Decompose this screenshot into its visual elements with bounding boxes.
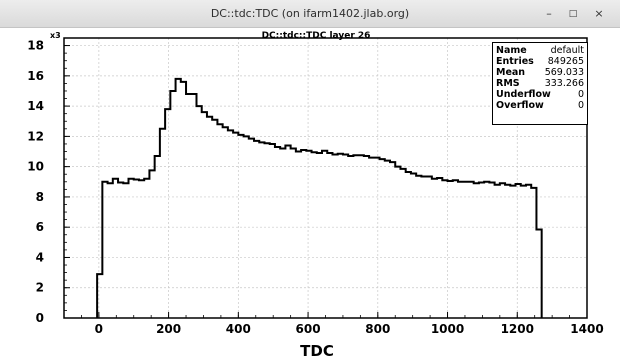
y-tick-label: 4 [36, 250, 44, 264]
x-tick-label: 400 [226, 322, 251, 336]
y-tick-label: 12 [27, 129, 44, 143]
x-tick-label: 800 [365, 322, 390, 336]
y-tick-label: 14 [27, 99, 44, 113]
x-tick-label: 1200 [501, 322, 534, 336]
stats-value: 569.033 [544, 67, 584, 78]
stats-row: Name default [496, 45, 584, 56]
x-tick-label: 600 [296, 322, 321, 336]
stats-value: default [550, 45, 584, 56]
y-tick-label: 0 [36, 311, 44, 325]
histogram-chart: DC::tdc::TDC layer 26 x3 0 200 400 600 800 10… [27, 31, 603, 358]
stats-row: Mean 569.033 [496, 67, 584, 78]
x-tick-label: 200 [156, 322, 181, 336]
stats-row: Entries 849265 [496, 56, 584, 67]
stats-label: RMS [496, 78, 520, 89]
stats-label: Entries [496, 56, 534, 67]
maximize-button[interactable]: □ [568, 9, 578, 19]
y-tick-label: 8 [36, 190, 44, 204]
y-tick-label: 10 [27, 160, 44, 174]
stats-label: Mean [496, 67, 526, 78]
y-tick-label: 16 [27, 69, 44, 83]
stats-label: Overflow [496, 100, 544, 111]
stats-value: 0 [577, 89, 584, 100]
window-titlebar[interactable]: DC::tdc:TDC (on ifarm1402.jlab.org) – □ … [0, 0, 620, 28]
y-tick-label: 2 [36, 281, 44, 295]
stats-label: Underflow [496, 89, 551, 100]
stats-label: Name [496, 45, 527, 56]
stats-row: RMS 333.266 [496, 78, 584, 89]
x-tick-label: 0 [95, 322, 103, 336]
plot-canvas[interactable]: DC::tdc::TDC layer 26 x3 0 200 400 600 800 10… [0, 28, 620, 358]
x-tick-label: 1000 [431, 322, 464, 336]
x-axis-label: TDC [300, 342, 334, 358]
y-multiplier-label: x3 [50, 31, 61, 40]
y-tick-label: 18 [27, 39, 44, 53]
stats-value: 333.266 [544, 78, 584, 89]
minimize-button[interactable]: – [546, 7, 552, 20]
axis-ticks [63, 45, 588, 319]
stats-value: 0 [577, 100, 584, 111]
chart-title: DC::tdc::TDC layer 26 [262, 31, 371, 41]
y-tick-label: 6 [36, 220, 44, 234]
stats-value: 849265 [547, 56, 584, 67]
stats-row: Overflow 0 [496, 100, 584, 111]
stats-row: Underflow 0 [496, 89, 584, 100]
x-tick-label: 1400 [570, 322, 603, 336]
stats-box: Name default Entries 849265 Mean 569.033 RMS 33… [492, 42, 588, 125]
axis-tick-labels: 0 200 400 600 800 1000 1200 1400 0 2 4 6 8 10 12 14 16 18 [27, 39, 603, 336]
histogram-series-line [96, 77, 543, 318]
close-button[interactable]: × [594, 7, 604, 20]
window-title: DC::tdc:TDC (on ifarm1402.jlab.org) [210, 7, 410, 20]
